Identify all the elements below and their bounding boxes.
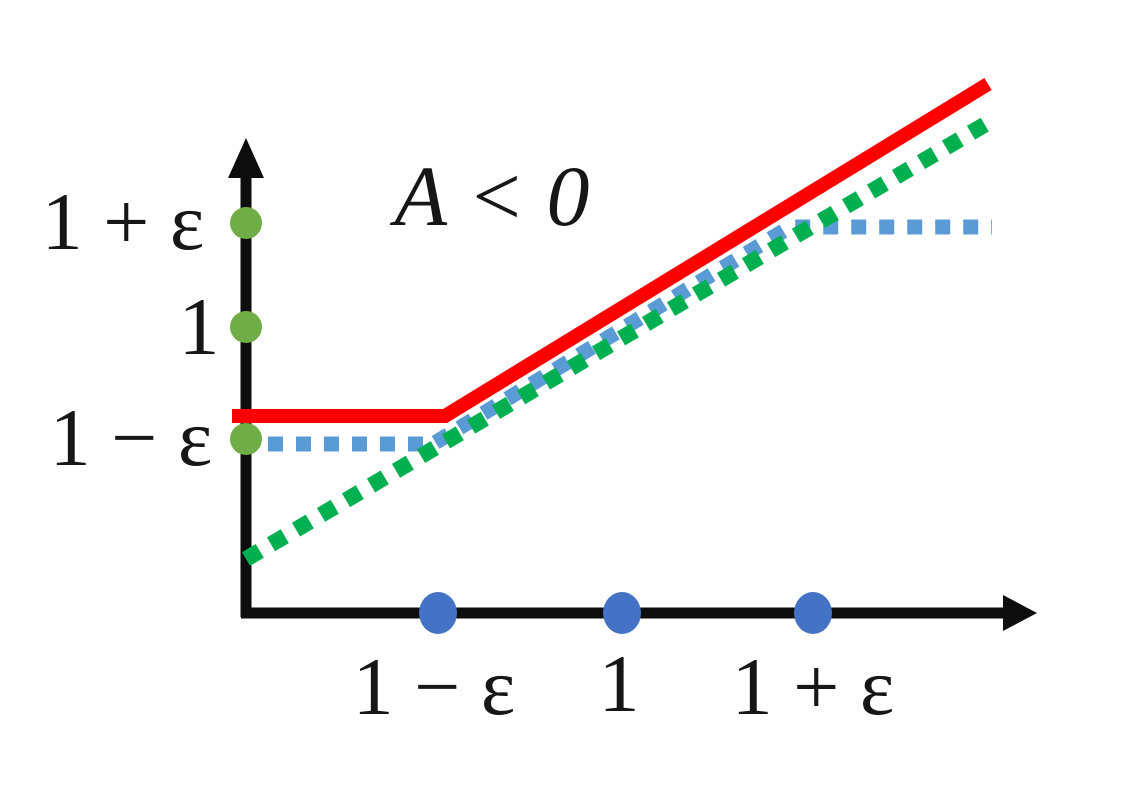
y-tick-label-1-plus-eps: 1 + ε [41, 176, 205, 267]
x-axis-tick-dots [419, 592, 832, 634]
x-axis-dot [794, 592, 832, 634]
x-axis-dot [419, 592, 457, 634]
y-tick-label-1-minus-eps: 1 − ε [49, 392, 213, 483]
x-tick-label-1-plus-eps: 1 + ε [731, 641, 895, 732]
x-tick-label-1-minus-eps: 1 − ε [352, 641, 516, 732]
y-tick-label-1: 1 [178, 281, 220, 372]
y-axis-tick-dots [230, 207, 262, 455]
y-axis-dot [230, 207, 262, 239]
y-axis-dot [230, 423, 262, 455]
objective-solid-line [232, 78, 992, 423]
clip-function-dotted-line [268, 219, 992, 452]
x-axis-arrowhead [1003, 595, 1037, 631]
x-tick-label-1: 1 [598, 638, 640, 729]
plot-title: A < 0 [394, 148, 590, 244]
y-axis-arrowhead [228, 138, 264, 178]
x-axis-dot [603, 592, 641, 634]
y-axis-dot [230, 311, 262, 343]
